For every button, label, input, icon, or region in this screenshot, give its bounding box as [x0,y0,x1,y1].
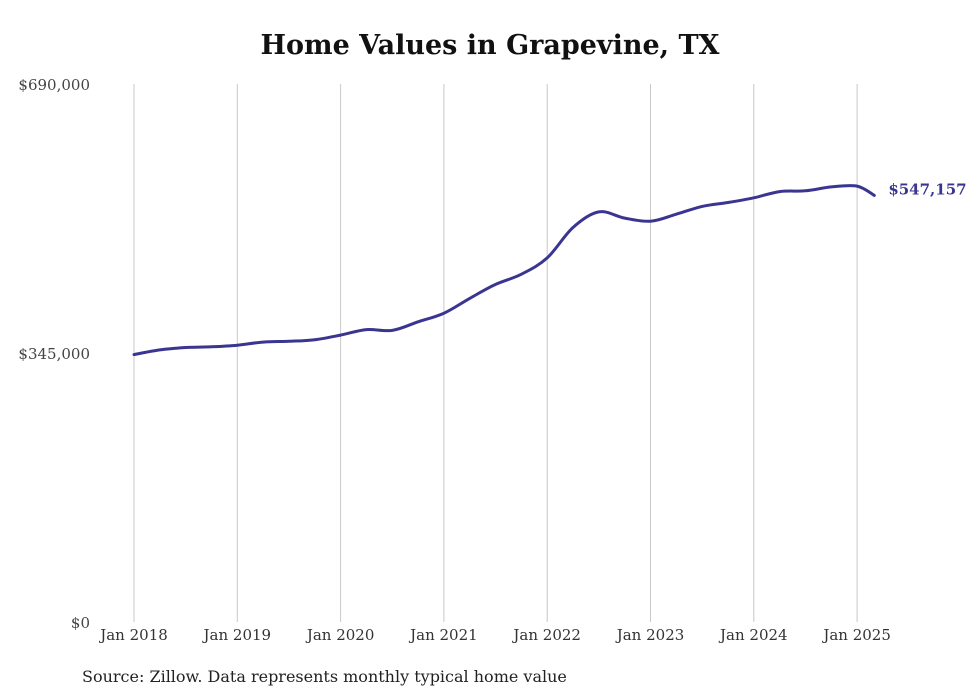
x-tick-label: Jan 2025 [821,626,891,644]
series-line [132,184,876,357]
x-axis-ticks: Jan 2018 Jan 2019 Jan 2020 Jan 2021 Jan 2022… [98,626,891,644]
x-tick-label: Jan 2018 [98,626,168,644]
x-tick-label: Jan 2023 [615,626,685,644]
chart-title: Home Values in Grapevine, TX [260,30,720,61]
x-tick-label: Jan 2020 [305,626,375,644]
x-tick-label: Jan 2021 [408,626,478,644]
y-tick-label: $345,000 [18,345,90,363]
x-tick-label: Jan 2019 [202,626,272,644]
x-tick-label: Jan 2024 [718,626,788,644]
y-axis-ticks: $0 $345,000 $690,000 [18,76,90,632]
grid-lines [133,84,858,622]
x-tick-label: Jan 2022 [511,626,581,644]
end-value-label: $547,157 [888,180,966,198]
source-note: Source: Zillow. Data represents monthly … [82,667,567,686]
y-tick-label: $0 [71,614,90,632]
y-tick-label: $690,000 [18,76,90,94]
